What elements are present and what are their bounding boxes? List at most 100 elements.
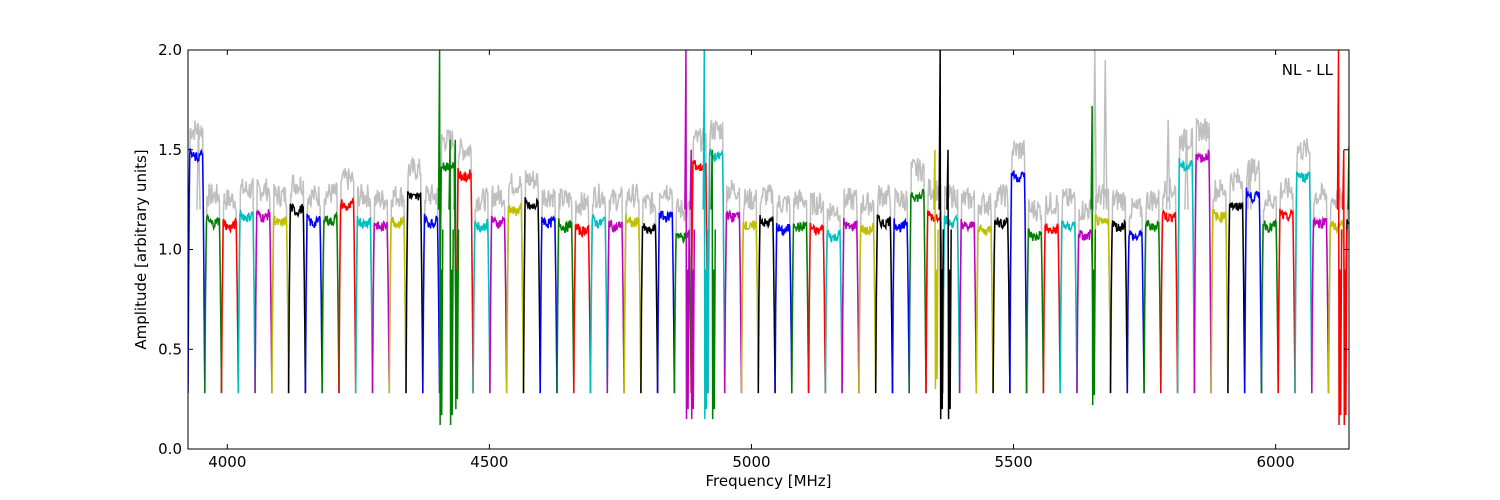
- background-trace: [740, 188, 760, 394]
- background-trace: [1362, 180, 1379, 394]
- background-trace: [371, 189, 391, 394]
- band-trace: [1042, 223, 1061, 394]
- x-axis-ticks: 4000 4500 5000 5500 6000: [208, 50, 1295, 471]
- background-trace: [891, 186, 910, 394]
- background-trace: [204, 182, 223, 394]
- band-trace: [338, 196, 357, 394]
- band-trace: [371, 220, 391, 394]
- x-axis-label: Frequency [MHz]: [705, 472, 831, 490]
- band-trace: [472, 218, 491, 394]
- band-trace: [505, 201, 525, 394]
- band-trace: [874, 214, 894, 394]
- band-trace: [707, 148, 726, 394]
- rfi-spike: [1341, 149, 1348, 426]
- background-trace: [220, 189, 240, 394]
- band-trace: [321, 210, 340, 394]
- band-trace: [656, 210, 676, 394]
- band-trace: [271, 215, 290, 394]
- background-peak: [1092, 50, 1098, 210]
- band-trace: [1059, 219, 1078, 394]
- background-trace: [707, 119, 726, 394]
- band-trace: [1227, 202, 1246, 394]
- band-trace: [1294, 171, 1313, 394]
- band-trace: [791, 221, 810, 394]
- band-trace: [1327, 219, 1347, 394]
- background-trace: [1076, 199, 1095, 394]
- band-trace: [606, 219, 625, 394]
- rfi-spike: [453, 139, 460, 410]
- band-trace: [220, 216, 240, 394]
- background-trace: [623, 183, 642, 394]
- band-trace: [254, 209, 273, 394]
- band-trace: [774, 223, 793, 394]
- background-trace: [271, 183, 290, 394]
- background-trace: [422, 184, 441, 394]
- band-trace: [573, 222, 592, 394]
- band-trace: [1344, 219, 1349, 394]
- band-trace: [438, 162, 458, 394]
- band-trace: [858, 221, 877, 394]
- band-trace: [1277, 208, 1296, 394]
- band-trace: [640, 223, 659, 394]
- band-trace: [1260, 218, 1279, 394]
- band-trace: [1143, 219, 1162, 394]
- y-tick-label: 1.5: [158, 141, 182, 159]
- band-trace: [1362, 210, 1379, 394]
- band-trace: [1109, 218, 1129, 394]
- background-trace: [539, 188, 558, 394]
- band-trace: [1193, 149, 1212, 394]
- rfi-spike: [702, 50, 709, 420]
- x-tick-label: 5500: [994, 453, 1032, 471]
- rfi-spike: [448, 139, 454, 426]
- background-trace: [975, 191, 994, 394]
- band-trace: [287, 203, 307, 394]
- band-trace: [807, 222, 827, 394]
- background-trace: [354, 183, 374, 394]
- band-trace: [942, 214, 961, 394]
- rfi-spike: [933, 149, 939, 390]
- background-trace: [287, 174, 307, 394]
- background-trace: [321, 182, 340, 394]
- background-trace: [1379, 192, 1396, 393]
- background-trace: [573, 192, 592, 394]
- y-tick-label: 0.0: [158, 440, 182, 458]
- band-trace: [1176, 157, 1196, 394]
- background-trace: [1210, 179, 1229, 394]
- band-trace: [188, 148, 206, 394]
- plot-frame: [187, 49, 1350, 450]
- rfi-spike: [946, 149, 952, 420]
- x-tick-label: 6000: [1257, 453, 1295, 471]
- band-trace: [1025, 228, 1045, 394]
- y-axis-label: Amplitude [arbitrary units]: [132, 149, 150, 349]
- band-trace: [891, 217, 910, 394]
- background-trace: [237, 178, 256, 394]
- background-trace: [1143, 189, 1162, 394]
- rfi-spike: [689, 149, 696, 420]
- rfi-spike: [437, 50, 444, 426]
- background-trace: [673, 198, 692, 394]
- background-trace: [1344, 196, 1349, 394]
- band-trace: [539, 215, 558, 394]
- background-trace: [304, 185, 323, 394]
- background-trace: [1277, 177, 1296, 394]
- rfi-spike: [938, 50, 945, 420]
- band-trace: [237, 209, 256, 394]
- background-trace: [942, 183, 961, 394]
- background-trace: [606, 185, 625, 394]
- band-trace: [1243, 187, 1263, 394]
- background-trace: [1294, 138, 1313, 394]
- background-trace: [958, 186, 978, 394]
- background-trace: [757, 184, 776, 394]
- background-trace: [858, 192, 877, 394]
- band-trace: [388, 216, 407, 394]
- background-trace: [824, 203, 843, 394]
- background-trace: [1327, 187, 1347, 394]
- y-tick-label: 0.5: [158, 340, 182, 358]
- background-trace: [1260, 189, 1279, 394]
- band-trace: [740, 219, 760, 394]
- background-trace: [656, 185, 676, 394]
- band-trace: [405, 191, 424, 394]
- background-peak: [1102, 59, 1108, 210]
- band-trace: [1076, 229, 1095, 394]
- x-tick-label: 4500: [470, 453, 508, 471]
